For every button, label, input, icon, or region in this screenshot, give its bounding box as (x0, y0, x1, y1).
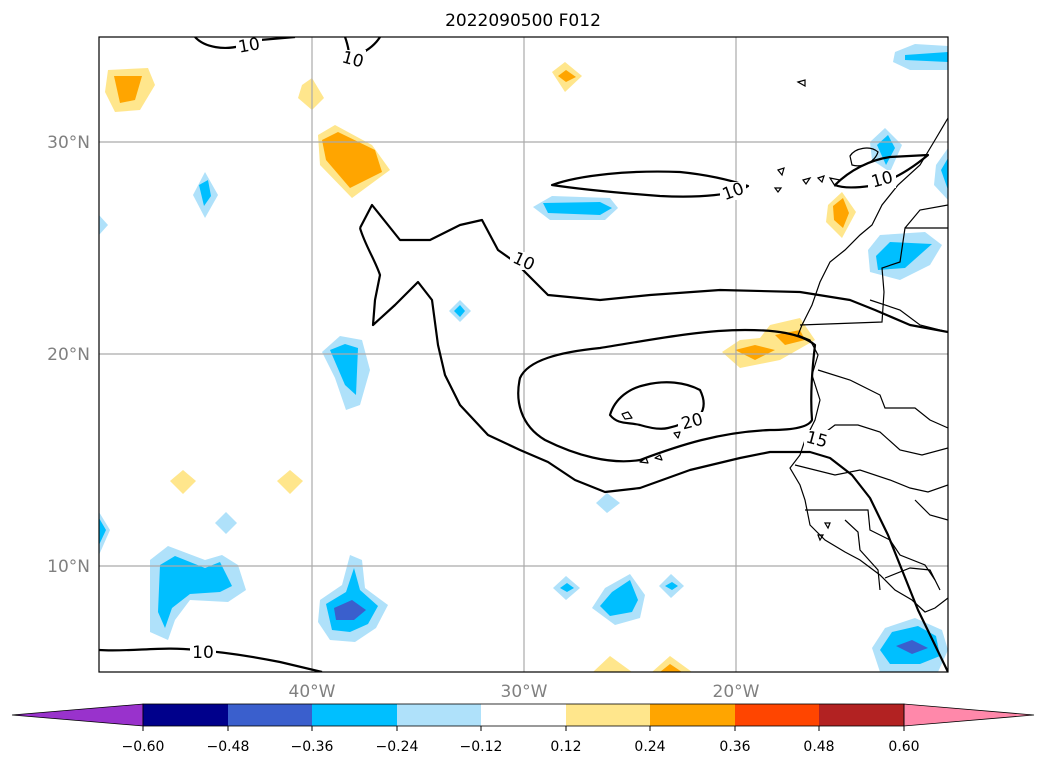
lon-label: 30°W (501, 682, 548, 702)
plot-area: 10 10 10 10 10 10 15 20 (99, 34, 948, 672)
lon-label: 20°W (713, 682, 760, 702)
cool-patch (99, 215, 108, 235)
colorbar-ticks (142, 726, 905, 731)
colorbar-tick-labels: −0.60 −0.48 −0.36 −0.24 −0.12 0.12 0.24 … (122, 739, 920, 755)
gridlines (99, 37, 948, 672)
lat-label: 20°N (47, 345, 90, 365)
colorbar-extend-low (11, 703, 144, 727)
colorbar-extend-high (903, 703, 1035, 727)
cool-patch (934, 148, 948, 200)
colorbar-tick-label: 0.12 (550, 739, 581, 755)
colorbar-tick-label: 0.24 (634, 739, 665, 755)
colorbar-segment (228, 704, 312, 726)
cool-patch (896, 640, 928, 654)
cool-patch (199, 180, 211, 206)
colorbar-tick-label: −0.60 (122, 739, 165, 755)
colorbar-segment (397, 704, 481, 726)
colorbar-segment (566, 704, 650, 726)
colorbar-frame (142, 703, 905, 727)
colorbar-tick-label: 0.60 (888, 739, 919, 755)
lon-label: 40°W (289, 682, 336, 702)
plot-frame (98, 36, 949, 673)
cool-patch (158, 556, 232, 628)
colorbar-tick-label: −0.36 (291, 739, 334, 755)
warm-patch (277, 470, 303, 494)
cool-patch (543, 202, 612, 215)
cool-patch (330, 344, 358, 395)
warm-patch (593, 656, 632, 672)
colorbar-segment (312, 704, 397, 726)
cool-patch (665, 582, 678, 590)
warm-patch (170, 470, 196, 494)
warm-patch (735, 345, 775, 360)
longitude-labels: 40°W 30°W 20°W (289, 682, 760, 702)
colorbar: −0.60 −0.48 −0.36 −0.24 −0.12 0.12 0.24 … (11, 703, 1035, 755)
cool-patch (334, 600, 366, 620)
warm-patch (660, 664, 682, 672)
colorbar-tick-label: 0.48 (803, 739, 834, 755)
colorbar-tick-label: −0.24 (376, 739, 419, 755)
colorbar-tick-label: 0.36 (719, 739, 750, 755)
colorbar-tick-label: −0.12 (460, 739, 503, 755)
cool-patch (905, 52, 948, 62)
warm-patch (833, 198, 849, 228)
cool-patch (215, 512, 237, 534)
warm-patch (322, 132, 382, 188)
lat-label: 10°N (47, 557, 90, 577)
colorbar-segment (650, 704, 735, 726)
colorbar-segment (819, 704, 904, 726)
colorbar-segment (481, 704, 566, 726)
map-title: 2022090500 F012 (445, 11, 601, 31)
colorbar-tick-label: −0.48 (207, 739, 250, 755)
warm-patch (298, 78, 324, 110)
cool-patch (454, 305, 465, 317)
lat-label: 30°N (47, 133, 90, 153)
colorbar-segment (143, 704, 228, 726)
warm-patch (558, 70, 576, 82)
contour-label: 10 (237, 34, 262, 57)
warm-patch (722, 318, 815, 368)
coastlines (773, 79, 948, 613)
cool-patch (99, 518, 106, 545)
warm-patch (114, 76, 142, 103)
cool-patch (941, 158, 948, 190)
latitude-labels: 30°N 20°N 10°N (47, 133, 90, 577)
contour-label-masks (190, 37, 896, 661)
cool-patch (560, 583, 574, 592)
colorbar-segment (735, 704, 819, 726)
small-contours (621, 411, 681, 464)
contour-label: 10 (192, 643, 214, 663)
cool-patch (596, 493, 620, 513)
warm-patch (652, 656, 692, 672)
cool-patch (600, 580, 638, 616)
cool-patch (876, 242, 932, 270)
